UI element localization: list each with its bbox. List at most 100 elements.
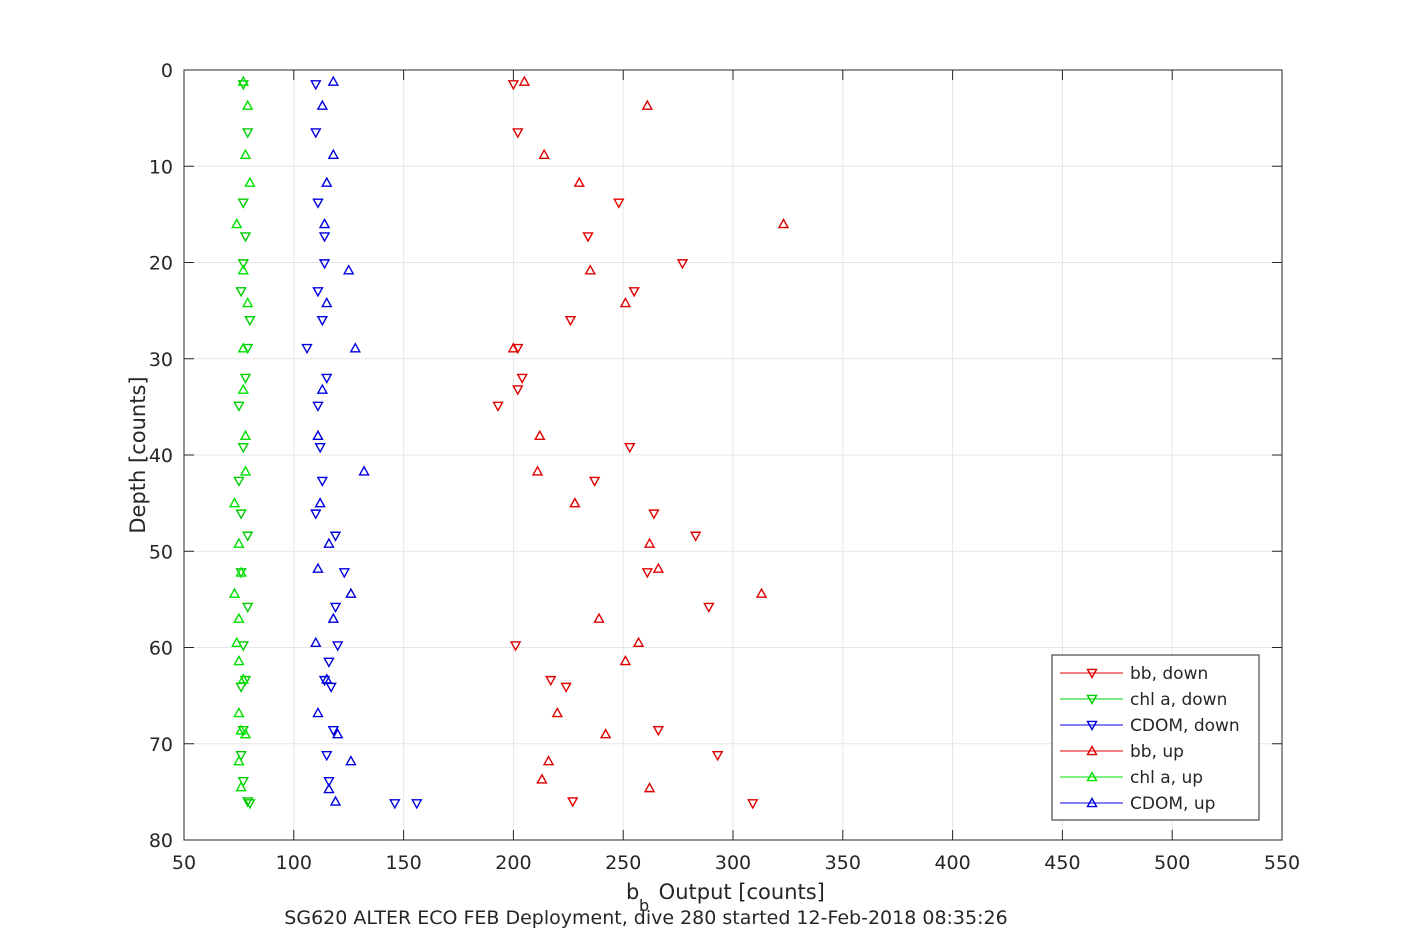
- data-point: [573, 176, 585, 187]
- data-point: [241, 99, 254, 110]
- data-point: [235, 509, 247, 520]
- data-point: [567, 797, 579, 808]
- data-point: [321, 296, 333, 308]
- data-point: [316, 476, 329, 487]
- data-point: [312, 198, 324, 209]
- data-point: [314, 497, 326, 508]
- data-point: [516, 373, 528, 384]
- data-point: [310, 509, 322, 520]
- legend-marker: [1086, 668, 1098, 679]
- data-point: [564, 315, 577, 327]
- data-point: [235, 287, 247, 298]
- data-point: [233, 537, 245, 548]
- data-point: [233, 655, 245, 666]
- x-tick-label: 350: [825, 852, 861, 874]
- data-point: [316, 315, 329, 327]
- data-point: [321, 673, 333, 684]
- data-point: [536, 773, 548, 784]
- data-point: [310, 636, 322, 647]
- data-point: [329, 602, 342, 614]
- y-tick-label: 30: [149, 349, 173, 371]
- data-point: [332, 641, 344, 652]
- data-point: [512, 385, 524, 396]
- data-point: [345, 587, 357, 598]
- x-axis-label-rest: Output [counts]: [652, 880, 825, 904]
- data-point: [542, 755, 555, 766]
- data-point: [338, 568, 350, 579]
- y-tick-label: 80: [149, 830, 173, 852]
- data-point: [318, 232, 331, 243]
- data-point: [244, 799, 256, 810]
- data-point: [239, 675, 252, 687]
- series-5: [310, 75, 370, 806]
- data-point: [237, 264, 249, 275]
- x-tick-label: 250: [605, 852, 641, 874]
- data-point: [241, 531, 254, 542]
- data-point: [332, 728, 344, 739]
- data-point: [237, 443, 249, 454]
- x-tick-label: 450: [1044, 852, 1080, 874]
- data-point: [235, 724, 247, 735]
- data-point: [231, 636, 243, 647]
- data-point: [237, 342, 249, 353]
- y-tick-label: 10: [149, 156, 173, 178]
- data-point: [241, 296, 254, 308]
- data-point: [310, 128, 322, 139]
- data-point: [507, 342, 520, 353]
- data-point: [545, 675, 557, 687]
- data-point: [329, 795, 342, 806]
- legend-entry: bb, up: [1060, 742, 1184, 762]
- data-point: [411, 799, 423, 810]
- series-0: [492, 80, 759, 810]
- data-point: [619, 655, 632, 666]
- data-point: [492, 401, 504, 412]
- data-point: [652, 725, 665, 737]
- x-axis-label-subscript: b: [639, 896, 649, 915]
- data-point: [599, 728, 612, 739]
- legend-label: chl a, down: [1130, 690, 1227, 710]
- legend-marker: [1086, 694, 1098, 705]
- y-tick-label: 70: [149, 734, 173, 756]
- legend-marker: [1086, 720, 1098, 731]
- data-point: [323, 537, 335, 548]
- data-point: [624, 443, 636, 454]
- data-point: [318, 675, 331, 687]
- data-point: [327, 612, 340, 623]
- data-point: [531, 465, 544, 476]
- data-point: [343, 264, 355, 275]
- x-axis-label: b b Output [counts]: [626, 880, 825, 915]
- legend-marker: [1086, 771, 1098, 782]
- legend: bb, down chl a, down CDOM, down bb, up chl a…: [1051, 654, 1260, 821]
- data-point: [312, 429, 324, 441]
- data-point: [628, 287, 640, 298]
- x-tick-label: 300: [715, 852, 751, 874]
- data-point: [588, 476, 601, 487]
- data-point: [777, 218, 790, 229]
- data-point: [518, 75, 531, 86]
- y-tick-label: 0: [161, 60, 173, 82]
- data-point: [314, 443, 326, 454]
- data-point: [241, 602, 254, 614]
- data-point: [569, 497, 581, 508]
- footer-title: SG620 ALTER ECO FEB Deployment, dive 280…: [284, 907, 1007, 929]
- data-point: [641, 568, 654, 579]
- x-tick-label: 200: [495, 852, 531, 874]
- data-point: [584, 264, 596, 275]
- data-point: [239, 465, 252, 476]
- data-point: [349, 342, 361, 353]
- data-point: [643, 537, 656, 548]
- data-point: [318, 259, 331, 270]
- data-point: [241, 128, 254, 139]
- data-point: [231, 218, 243, 229]
- ticks: 50 100 150 200 250 300 350 400 450 500 550 0 10 20 30 4…: [149, 60, 1300, 874]
- data-point: [619, 296, 632, 308]
- data-point: [676, 259, 689, 270]
- data-marks: [228, 75, 790, 810]
- data-point: [327, 148, 340, 160]
- data-point: [345, 755, 357, 766]
- data-point: [241, 797, 254, 808]
- data-point: [237, 75, 249, 86]
- y-tick-label: 20: [149, 253, 173, 275]
- data-point: [689, 531, 702, 542]
